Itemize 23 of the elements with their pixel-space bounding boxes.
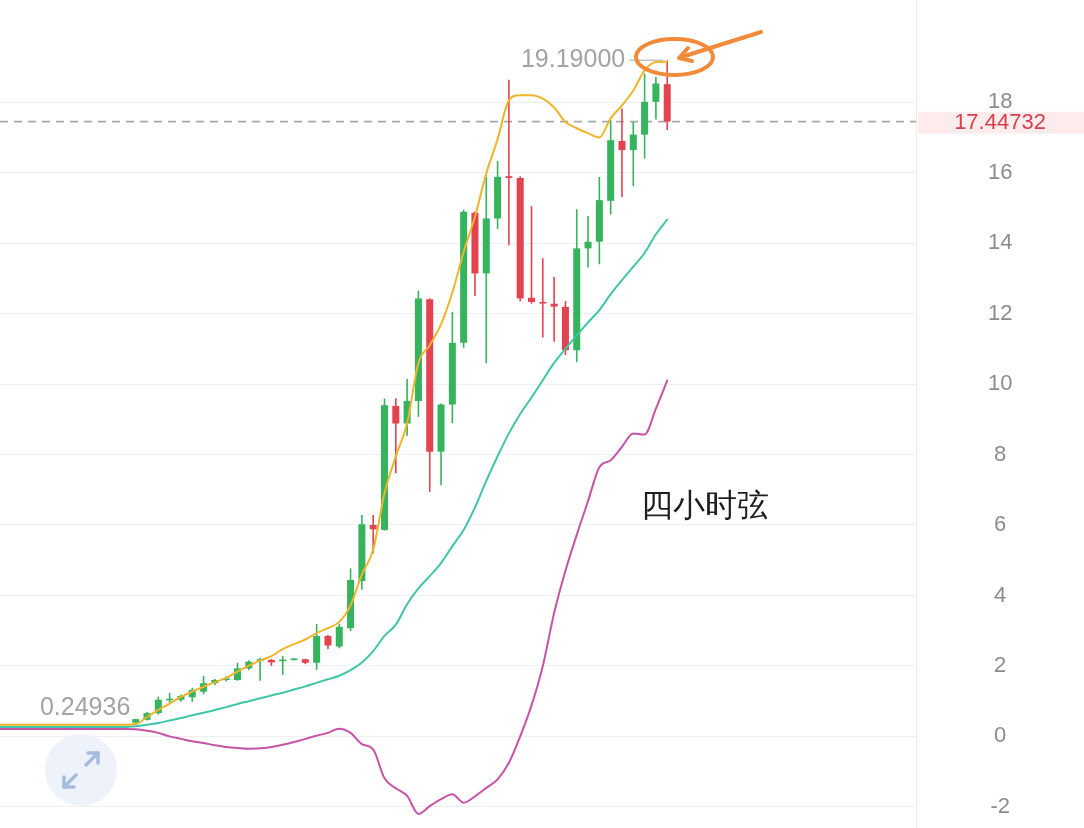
candlestick bbox=[539, 257, 547, 339]
candlestick bbox=[652, 76, 660, 121]
annotation: 0.24936 bbox=[39, 692, 131, 720]
y-tick-label: 14 bbox=[987, 229, 1013, 255]
candlestick bbox=[618, 107, 626, 198]
annotation: 19.19000 bbox=[520, 44, 626, 73]
y-tick-label: 6 bbox=[994, 511, 1007, 537]
y-tick-label: 0 bbox=[994, 722, 1007, 748]
candlestick bbox=[369, 514, 377, 554]
candlestick bbox=[392, 397, 400, 474]
y-tick-label: -2 bbox=[990, 792, 1011, 818]
y-tick-label: 4 bbox=[994, 581, 1007, 607]
candlestick bbox=[629, 121, 637, 187]
y-tick-label: 2 bbox=[994, 651, 1007, 677]
candlestick bbox=[505, 78, 513, 247]
candlestick bbox=[335, 622, 343, 650]
annotation: 四小时弦 bbox=[641, 486, 770, 523]
candlestick bbox=[550, 276, 558, 343]
candlestick bbox=[528, 205, 536, 305]
y-tick-label: 12 bbox=[987, 299, 1013, 325]
y-tick-label: 16 bbox=[987, 158, 1013, 184]
y-tick-label: 8 bbox=[994, 440, 1007, 466]
y-tick-label: 10 bbox=[987, 370, 1013, 396]
